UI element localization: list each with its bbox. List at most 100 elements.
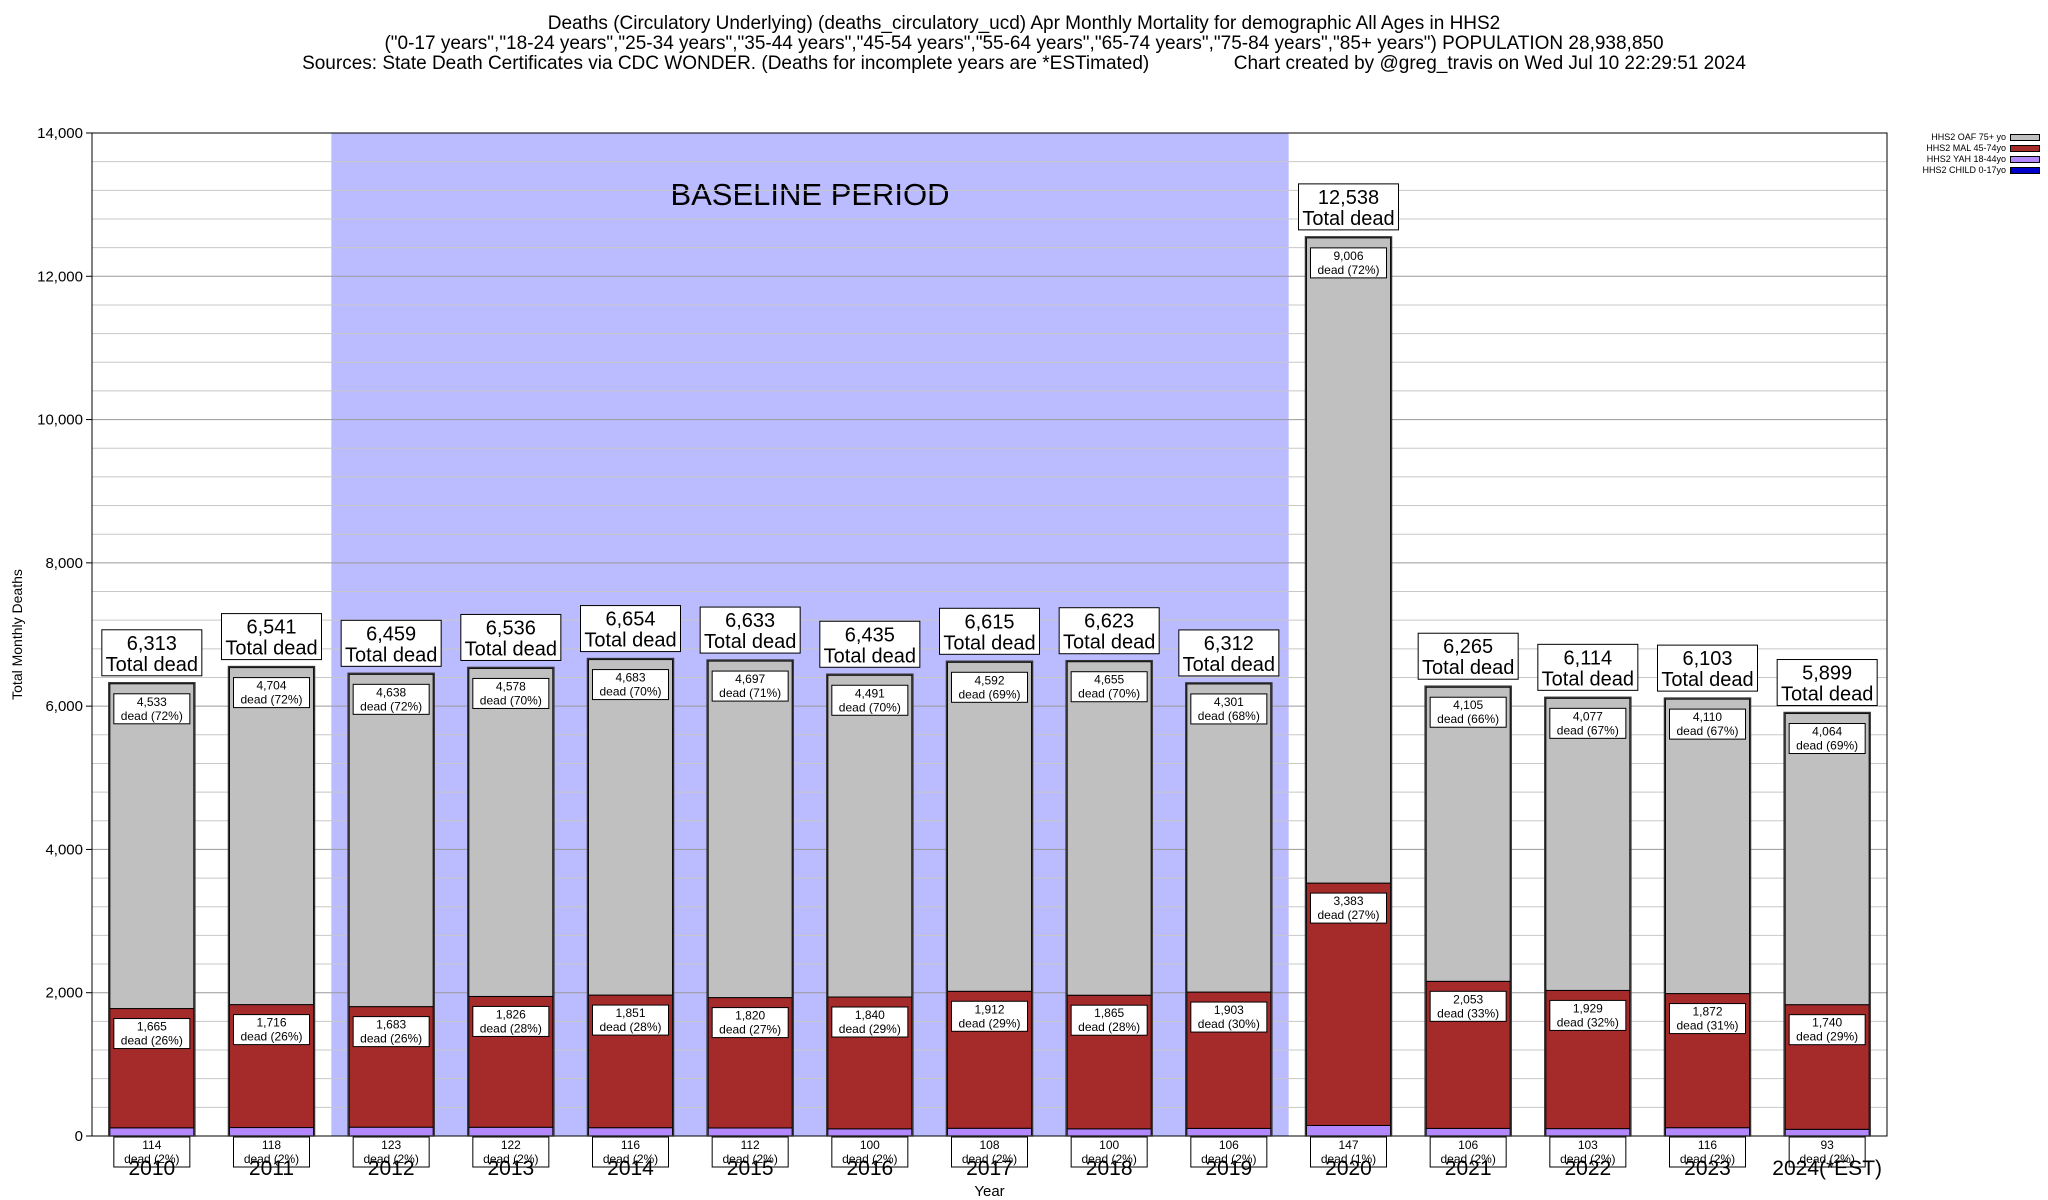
chart-subtitle-2: Sources: State Death Certificates via CD… bbox=[302, 53, 1746, 74]
total-label-box bbox=[580, 605, 681, 653]
segment-percent-label: dead (2%) bbox=[1081, 1152, 1136, 1166]
segment-label-box bbox=[592, 1136, 669, 1168]
bar-segment bbox=[707, 1127, 793, 1137]
bar-outline bbox=[1424, 685, 1512, 1137]
segment-percent-label: dead (70%) bbox=[839, 700, 901, 714]
bar-outline bbox=[108, 682, 196, 1137]
segment-label-box bbox=[711, 1007, 789, 1039]
segment-value-label: 106 bbox=[1458, 1138, 1478, 1152]
segment-value-label: 4,077 bbox=[1573, 709, 1603, 723]
total-value-label: 6,459 bbox=[366, 623, 416, 645]
segment-label-box bbox=[1190, 693, 1268, 725]
total-value-label: 6,623 bbox=[1084, 611, 1134, 633]
segment-label-box bbox=[1788, 1136, 1866, 1168]
x-tick-label: 2021 bbox=[1445, 1157, 1492, 1180]
bar-segment bbox=[1665, 1127, 1750, 1137]
segment-percent-label: dead (2%) bbox=[1440, 1152, 1495, 1166]
segment-label-box bbox=[711, 1136, 789, 1168]
total-value-label: 6,312 bbox=[1204, 633, 1254, 655]
segment-percent-label: dead (2%) bbox=[363, 1152, 418, 1166]
segment-label-box bbox=[113, 1018, 191, 1050]
segment-label-box bbox=[1310, 892, 1387, 924]
bar-segment bbox=[468, 1126, 554, 1137]
segment-percent-label: dead (68%) bbox=[1198, 709, 1260, 723]
segment-label-box bbox=[233, 1136, 310, 1168]
segment-percent-label: dead (70%) bbox=[480, 693, 542, 707]
segment-label-box bbox=[113, 693, 191, 725]
segment-label-box bbox=[1429, 696, 1507, 728]
segment-label-box bbox=[1190, 1001, 1268, 1033]
segment-label-box bbox=[1310, 247, 1387, 279]
bar-segment bbox=[1784, 1128, 1870, 1137]
bar-outline bbox=[1544, 696, 1632, 1137]
segment-percent-label: dead (67%) bbox=[1676, 724, 1738, 738]
segment-value-label: 1,740 bbox=[1812, 1016, 1842, 1030]
y-tick-label: 4,000 bbox=[45, 841, 83, 858]
segment-percent-label: dead (29%) bbox=[958, 1016, 1020, 1030]
segment-value-label: 114 bbox=[142, 1138, 161, 1152]
segment-label-box bbox=[951, 1136, 1028, 1168]
segment-value-label: 4,491 bbox=[855, 686, 885, 700]
segment-percent-label: dead (28%) bbox=[480, 1021, 542, 1035]
total-value-label: 6,313 bbox=[127, 633, 177, 655]
segment-value-label: 100 bbox=[860, 1138, 880, 1152]
segment-value-label: 1,826 bbox=[496, 1007, 526, 1021]
segment-value-label: 106 bbox=[1219, 1138, 1239, 1152]
bar-segment bbox=[348, 673, 434, 1008]
bar-outline bbox=[1185, 682, 1273, 1137]
total-value-label: 5,899 bbox=[1802, 663, 1852, 685]
total-label-box bbox=[1657, 644, 1758, 692]
segment-value-label: 116 bbox=[1698, 1138, 1717, 1152]
segment-label-box bbox=[472, 1136, 550, 1168]
chart-titles: Deaths (Circulatory Underlying) (deaths_… bbox=[0, 14, 2048, 74]
bar-segment bbox=[827, 1128, 913, 1137]
segment-value-label: 1,872 bbox=[1692, 1005, 1722, 1019]
legend-item: HHS2 CHILD 0-17yo bbox=[1922, 165, 2040, 176]
segment-percent-label: dead (29%) bbox=[1796, 1030, 1858, 1044]
total-caption-label: Total dead bbox=[1781, 684, 1873, 706]
total-value-label: 6,654 bbox=[605, 609, 655, 631]
segment-percent-label: dead (2%) bbox=[124, 1152, 179, 1166]
bar-outline bbox=[1065, 659, 1153, 1137]
segment-value-label: 1,820 bbox=[735, 1009, 765, 1023]
segment-label-box bbox=[1190, 1136, 1268, 1168]
segment-value-label: 147 bbox=[1338, 1138, 1358, 1152]
bar-segment bbox=[109, 1127, 195, 1137]
x-tick-label: 2022 bbox=[1564, 1157, 1611, 1180]
segment-label-box bbox=[951, 671, 1028, 703]
bar-segment bbox=[1186, 683, 1272, 993]
segment-label-box bbox=[1669, 1003, 1746, 1035]
bar-segment bbox=[1425, 686, 1511, 982]
segment-label-box bbox=[831, 684, 909, 716]
legend-swatch bbox=[2010, 167, 2040, 174]
legend-label: HHS2 OAF 75+ yo bbox=[1931, 132, 2006, 142]
total-label-box bbox=[1537, 643, 1639, 691]
segment-percent-label: dead (26%) bbox=[240, 1030, 302, 1044]
segment-value-label: 9,006 bbox=[1333, 249, 1363, 263]
segment-label-box bbox=[592, 669, 669, 701]
segment-label-box bbox=[233, 677, 310, 709]
segment-label-box bbox=[711, 670, 789, 702]
total-caption-label: Total dead bbox=[1183, 654, 1275, 676]
x-tick-label: 2024(*EST) bbox=[1772, 1157, 1882, 1180]
legend-item: HHS2 YAH 18-44yo bbox=[1922, 154, 2040, 165]
segment-percent-label: dead (27%) bbox=[1317, 908, 1379, 922]
segment-percent-label: dead (2%) bbox=[1680, 1152, 1735, 1166]
total-value-label: 6,103 bbox=[1682, 648, 1732, 670]
x-tick-label: 2015 bbox=[727, 1157, 774, 1180]
bar-outline bbox=[945, 660, 1034, 1137]
bar-outline bbox=[586, 657, 675, 1137]
segment-value-label: 4,110 bbox=[1693, 710, 1722, 724]
segment-value-label: 118 bbox=[262, 1138, 281, 1152]
total-caption-label: Total dead bbox=[225, 638, 317, 660]
segment-percent-label: dead (67%) bbox=[1557, 723, 1619, 737]
x-tick-label: 2020 bbox=[1325, 1157, 1372, 1180]
bar-outline bbox=[826, 673, 914, 1137]
total-caption-label: Total dead bbox=[943, 632, 1035, 654]
segment-label-box bbox=[1070, 1136, 1148, 1168]
total-caption-label: Total dead bbox=[1302, 208, 1394, 230]
segment-percent-label: dead (2%) bbox=[1201, 1152, 1256, 1166]
segment-percent-label: dead (69%) bbox=[958, 687, 1020, 701]
y-tick-label: 6,000 bbox=[45, 698, 83, 715]
